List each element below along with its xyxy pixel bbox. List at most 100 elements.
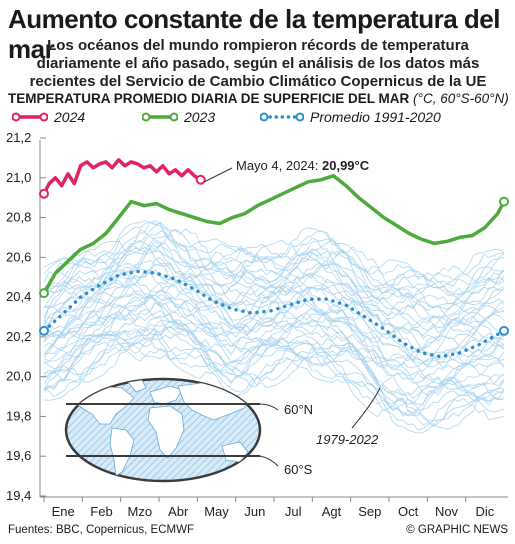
history-line (43, 328, 505, 428)
series-2024-endpoint (39, 188, 49, 199)
history-line (43, 268, 505, 351)
history-line (43, 299, 505, 397)
legend-swatch-2024 (12, 112, 48, 122)
record-annotation: Mayo 4, 2024: 20,99°C (203, 158, 370, 183)
x-tick-label: Mzo (128, 504, 153, 519)
history-line (43, 325, 505, 418)
y-tick-label: 19,4 (6, 488, 31, 503)
series-2023-endpoint (499, 196, 509, 207)
history-label-group: 1979-2022 (316, 387, 381, 447)
history-line (43, 276, 505, 362)
history-line (43, 333, 505, 421)
history-line (43, 259, 505, 333)
history-line (43, 309, 505, 384)
continent-africa (147, 405, 185, 459)
label-60n: 60°N (284, 402, 313, 417)
history-line (43, 257, 505, 340)
history-line (43, 227, 505, 299)
y-tick-label: 21,0 (6, 170, 31, 185)
page-title: Aumento constante de la temperatura del … (8, 4, 500, 64)
history-label: 1979-2022 (316, 432, 379, 447)
y-tick-label: 20,6 (6, 249, 31, 264)
legend-swatch-avg (260, 112, 304, 122)
continent-south-america (109, 427, 135, 477)
history-line (43, 245, 505, 312)
y-tick-label: 19,6 (6, 448, 31, 463)
history-line (43, 221, 505, 293)
x-tick-label: Agt (322, 504, 342, 519)
label-60s: 60°S (284, 462, 313, 477)
x-tick-label: Sep (358, 504, 381, 519)
series-2024-line (42, 158, 203, 196)
series-2023-endpoint (39, 288, 49, 299)
history-lines-1979-2022 (43, 219, 505, 434)
x-tick-label: Nov (435, 504, 459, 519)
legend-item-2023: 2023 (142, 109, 215, 125)
history-line (43, 315, 505, 396)
history-line (43, 247, 505, 328)
history-line (43, 260, 505, 337)
chart-heading: TEMPERATURA PROMEDIO DIARIA DE SUPERFICI… (8, 91, 513, 106)
world-map-inset: 60°N 60°S (64, 377, 313, 483)
history-line (43, 230, 505, 296)
series-layer (39, 158, 509, 359)
legend-swatch-2023 (142, 112, 178, 122)
legend-label-avg: Promedio 1991-2020 (310, 109, 441, 125)
record-date: Mayo 4, 2024: (236, 158, 322, 173)
x-tick-label: Ene (52, 504, 75, 519)
history-line (43, 271, 505, 363)
source-note: Fuentes: BBC, Copernicus, ECMWF (8, 524, 194, 536)
chart-heading-main: TEMPERATURA PROMEDIO DIARIA DE SUPERFICI… (8, 91, 410, 106)
history-line (43, 328, 505, 430)
history-line (43, 263, 505, 332)
series-average-endpoint (499, 325, 509, 336)
history-line (43, 300, 505, 377)
footer: Fuentes: BBC, Copernicus, ECMWF © GRAPHI… (8, 524, 508, 540)
x-tick-label: Abr (168, 504, 189, 519)
x-tick-label: Jun (244, 504, 265, 519)
history-line (43, 290, 505, 368)
series-average-endpoint (39, 325, 49, 336)
label-pointer-60s (259, 455, 279, 467)
legend: 2024 2023 Promedio 1991-2020 (8, 109, 508, 127)
x-tick-label: Oct (398, 504, 419, 519)
legend-label-2024: 2024 (54, 109, 86, 125)
page-subtitle: Los océanos del mundo rompieron récords … (29, 37, 487, 90)
x-tick-label: Feb (90, 504, 112, 519)
y-tick-label: 19,8 (6, 408, 31, 423)
history-line (43, 219, 505, 289)
history-line (43, 275, 505, 363)
history-line (43, 334, 505, 417)
record-pointer (203, 167, 233, 183)
y-tick-label: 20,4 (6, 289, 31, 304)
y-tick-label: 20,8 (6, 210, 31, 225)
legend-label-2023: 2023 (184, 109, 216, 125)
legend-item-avg: Promedio 1991-2020 (260, 109, 441, 125)
x-axis-ticks: Ene Feb Mzo Abr May Jun Jul Agt Sep Oct Nov Dic (43, 497, 495, 519)
x-tick-label: Jul (285, 504, 302, 519)
chart-heading-unit: (°C, 60°S-60°N) (413, 91, 509, 106)
history-line (43, 293, 505, 371)
history-line (43, 221, 505, 297)
series-average-line (42, 269, 506, 359)
y-tick-label: 20,2 (6, 329, 31, 344)
history-line (43, 232, 505, 311)
x-tick-label: Dic (475, 504, 494, 519)
credit: © GRAPHIC NEWS (406, 524, 508, 536)
record-text: Mayo 4, 2024: 20,99°C (236, 158, 370, 173)
series-2024-endpoint (195, 174, 206, 185)
series-2023-line (42, 174, 506, 295)
continent-europe (149, 385, 183, 405)
history-line (43, 346, 505, 434)
legend-item-2024: 2024 (12, 109, 85, 125)
label-pointer-60n (259, 403, 279, 411)
history-line (43, 221, 505, 287)
x-tick-label: May (204, 504, 229, 519)
y-tick-label: 20,0 (6, 369, 31, 384)
history-pointer (351, 387, 381, 429)
history-line (43, 339, 505, 431)
history-line (43, 319, 505, 408)
y-tick-label: 21,2 (6, 130, 31, 145)
y-axis-ticks: 21,2 21,0 20,8 20,6 20,4 20,2 20,0 19,8 19,6 19,4 (6, 130, 46, 503)
